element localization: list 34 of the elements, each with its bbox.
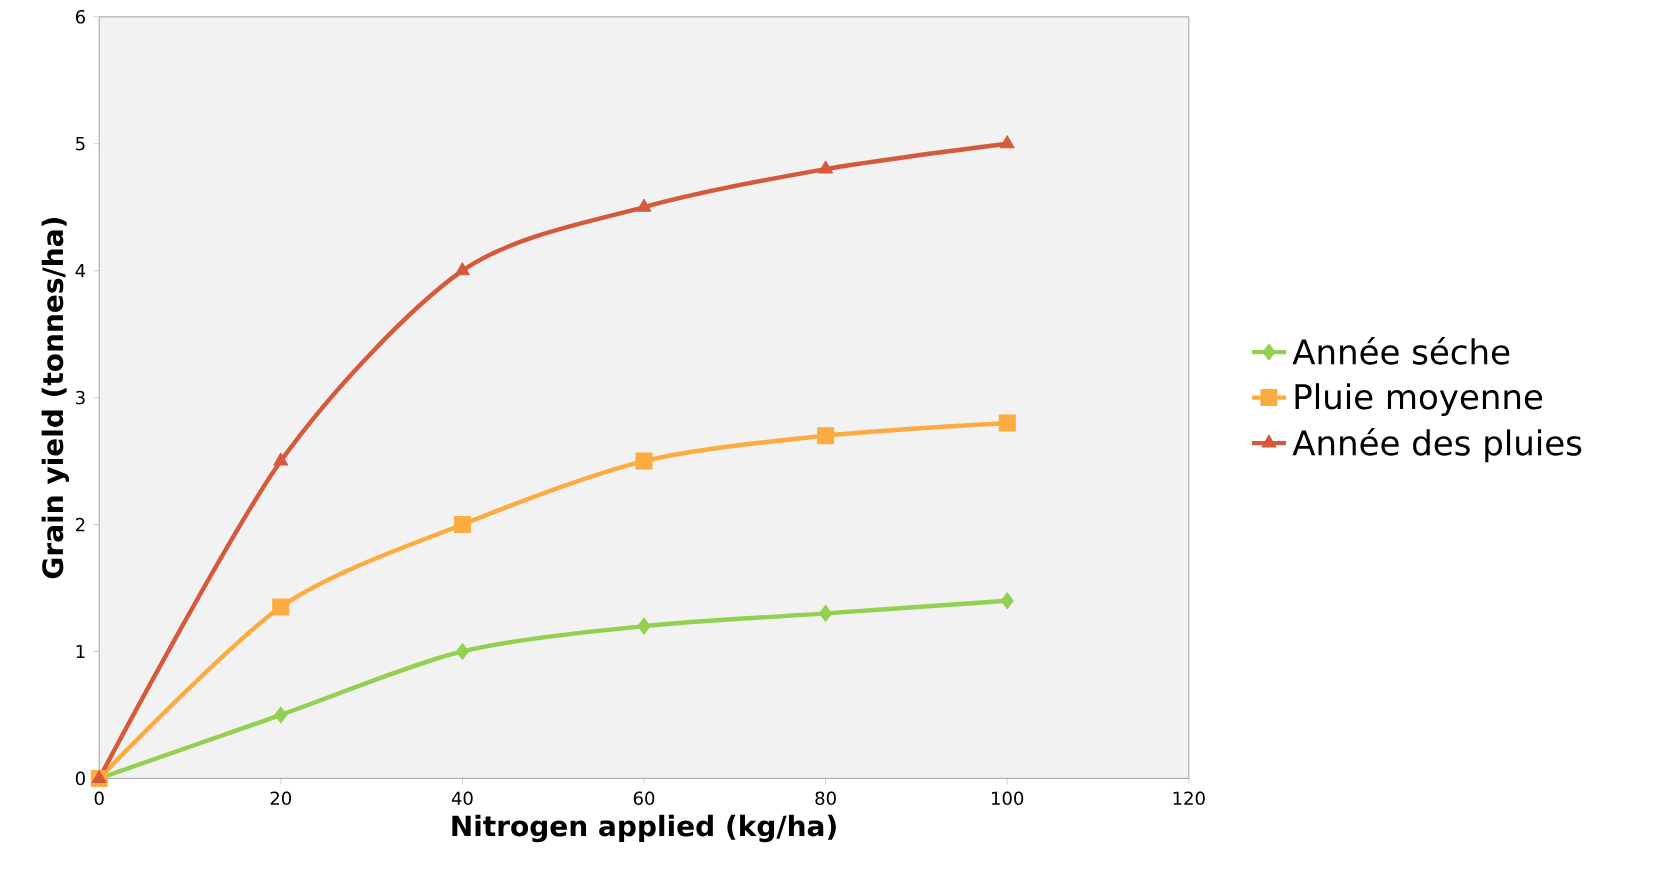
x-tick-label: 60 <box>633 791 655 806</box>
y-axis-title: Grain yield (tonnes/ha) <box>41 218 69 579</box>
point <box>819 604 833 622</box>
y-tick-label: 1 <box>76 644 85 659</box>
x-tick-label: 0 <box>94 791 104 806</box>
point <box>636 198 652 212</box>
point <box>455 642 469 660</box>
point <box>635 452 653 470</box>
legend-label: Année des pluies <box>1292 428 1582 463</box>
x-tick-label: 100 <box>992 791 1024 806</box>
point <box>272 598 290 616</box>
point <box>817 427 835 445</box>
point <box>637 617 651 635</box>
legend-label: Pluie moyenne <box>1295 383 1543 417</box>
x-tick-label: 20 <box>270 791 292 806</box>
x-tick-label: 120 <box>1173 791 1205 806</box>
point <box>273 452 289 466</box>
y-tick-label: 6 <box>75 9 86 24</box>
x-axis-title: Nitrogen applied (kg/ha) <box>452 814 836 843</box>
point <box>818 160 834 174</box>
legend-label: Année séche <box>1292 336 1510 365</box>
point <box>454 262 470 276</box>
y-tick-label: 5 <box>76 137 85 151</box>
point <box>999 135 1015 149</box>
y-tick-label: 4 <box>75 264 86 278</box>
y-tick-label: 0 <box>75 771 85 786</box>
point <box>274 706 288 724</box>
point <box>1000 592 1014 610</box>
y-tick-label: 3 <box>76 390 85 405</box>
y-tick-label: 2 <box>76 517 85 532</box>
x-tick-label: 80 <box>815 791 836 806</box>
point <box>453 516 471 534</box>
point <box>998 414 1016 432</box>
x-tick-label: 40 <box>451 791 473 806</box>
